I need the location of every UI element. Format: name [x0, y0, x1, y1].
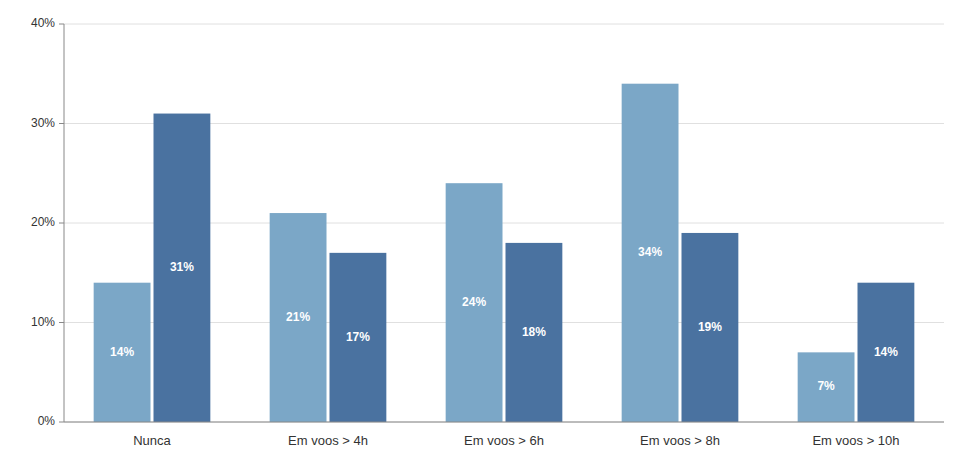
y-axis-line — [64, 24, 65, 422]
data-label: 24% — [462, 295, 486, 309]
x-tick-label: Em voos > 6h — [464, 433, 544, 448]
y-tick-label: 40% — [31, 16, 55, 30]
bar — [682, 233, 739, 422]
data-label: 14% — [110, 345, 134, 359]
bar — [622, 84, 679, 422]
data-label: 7% — [817, 379, 835, 393]
bar — [330, 253, 387, 422]
data-label: 21% — [286, 310, 310, 324]
bar — [94, 283, 151, 422]
chart-container: 0% 10% 20% 30% 40% 14% 21% 24% 34% 7% 31% 17% 18% 19%… — [0, 0, 968, 466]
y-tick-label: 30% — [31, 116, 55, 130]
grid-line — [64, 24, 944, 25]
chart-svg: 0% 10% 20% 30% 40% 14% 21% 24% 34% 7% 31% 17% 18% 19%… — [0, 0, 968, 466]
data-label: 18% — [522, 325, 546, 339]
bar — [858, 283, 915, 422]
grid — [59, 24, 944, 422]
bar — [154, 114, 211, 422]
y-tick — [59, 24, 64, 25]
bars — [94, 84, 915, 422]
y-tick-label: 10% — [31, 315, 55, 329]
y-tick-label: 20% — [31, 215, 55, 229]
x-tick-label: Nunca — [133, 433, 171, 448]
data-label: 17% — [346, 330, 370, 344]
bar — [270, 213, 327, 422]
grid-line — [64, 422, 944, 423]
x-tick-label: Em voos > 4h — [288, 433, 368, 448]
data-label: 14% — [874, 345, 898, 359]
bar — [506, 243, 563, 422]
data-label: 31% — [170, 260, 194, 274]
data-label: 19% — [698, 320, 722, 334]
data-label: 34% — [638, 245, 662, 259]
x-tick-label: Em voos > 8h — [640, 433, 720, 448]
data-labels: 14% 21% 24% 34% 7% 31% 17% 18% 19% 14% — [110, 245, 898, 393]
y-tick-label: 0% — [38, 414, 56, 428]
y-tick — [59, 422, 64, 423]
x-axis-line — [64, 422, 944, 423]
bar — [798, 352, 855, 422]
bar — [446, 183, 503, 422]
y-tick — [59, 223, 64, 224]
y-tick — [59, 322, 64, 323]
y-tick — [59, 123, 64, 124]
x-tick-label: Em voos > 10h — [812, 433, 899, 448]
